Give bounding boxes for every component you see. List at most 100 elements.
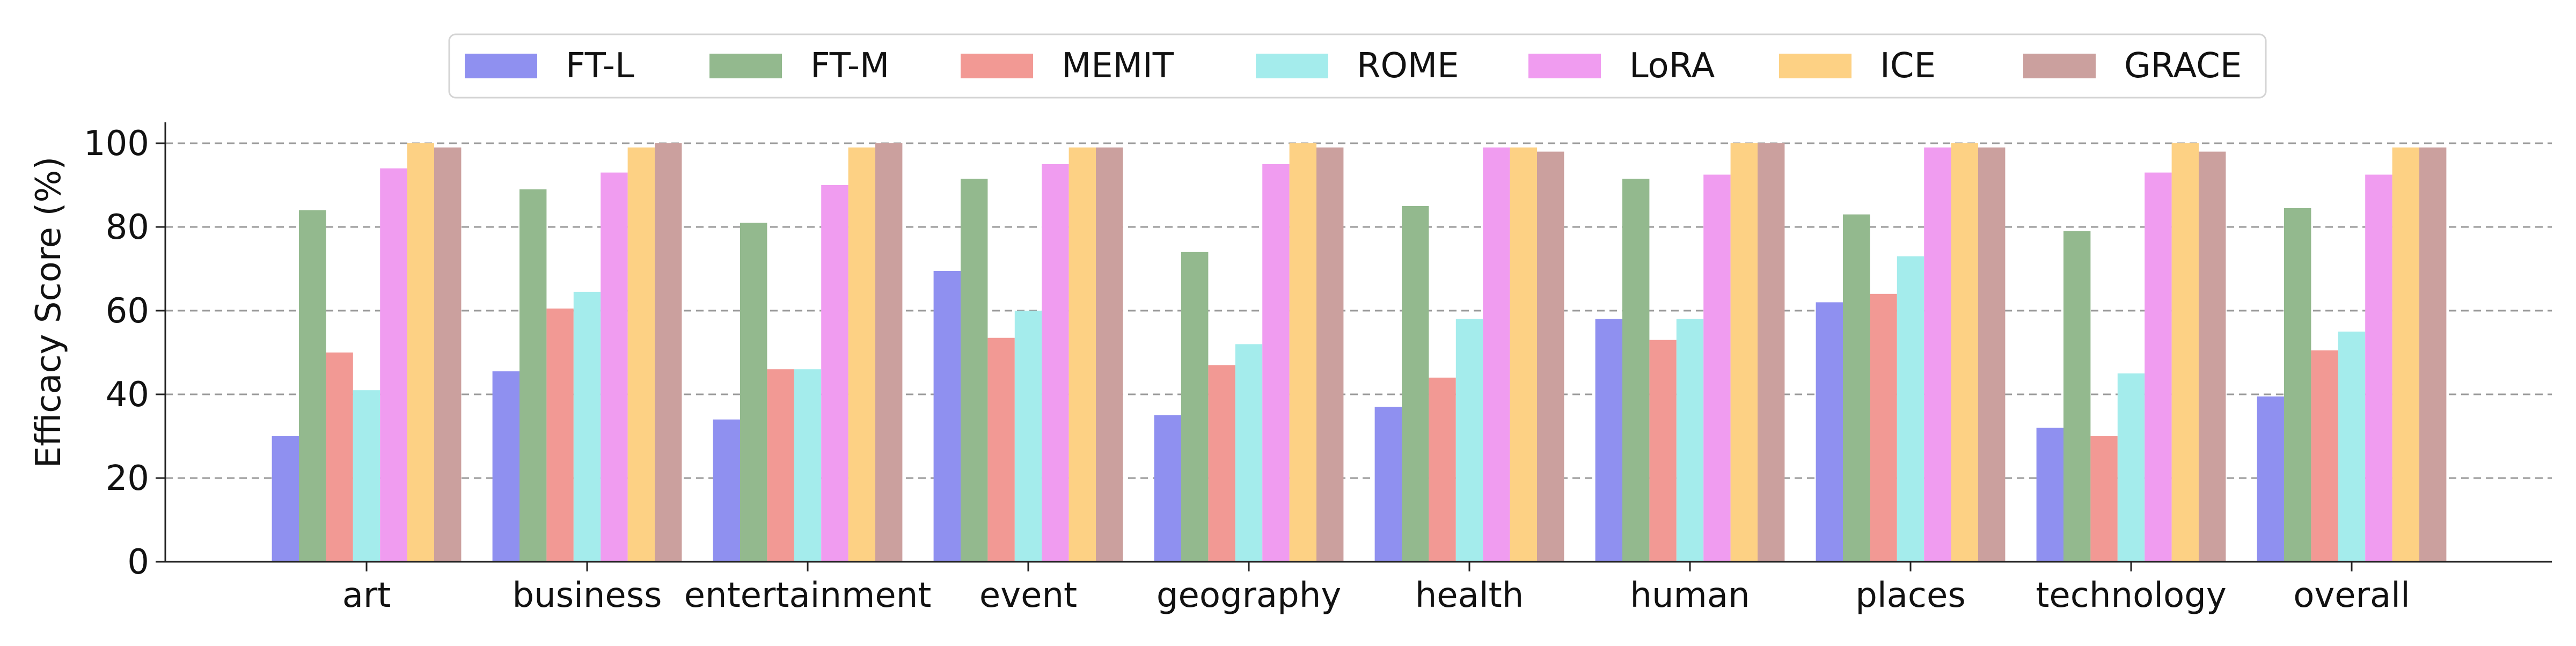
bar-grace-overall (2419, 147, 2447, 562)
bar-ft-m-geography (1181, 252, 1209, 562)
tick-labels: 0 20 40 60 80 100 art business entertainment even… (84, 124, 2410, 615)
bar-grace-health (1537, 151, 1564, 562)
bar-lora-entertainment (821, 185, 848, 562)
bar-grace-business (655, 143, 682, 562)
bar-rome-technology (2117, 373, 2145, 562)
legend: FT-L FT-M MEMIT ROME LoRA ICE GRACE (448, 33, 2267, 99)
bars (272, 143, 2447, 562)
bar-memit-places (1870, 293, 1897, 562)
y-tick-label: 60 (106, 291, 149, 331)
y-axis-label: Efficacy Score (%) (29, 157, 69, 468)
bar-ft-m-business (519, 189, 547, 562)
bar-memit-entertainment (767, 369, 794, 562)
legend-box (448, 33, 2267, 99)
legend-swatch-ice (1779, 54, 1851, 78)
bar-rome-geography (1235, 344, 1263, 562)
bar-memit-geography (1208, 365, 1235, 562)
x-tick-label-human: human (1630, 576, 1750, 615)
bar-ft-m-human (1622, 179, 1650, 562)
x-tick-label-entertainment: entertainment (684, 576, 932, 615)
bar-memit-business (546, 309, 574, 562)
legend-label-lora: LoRA (1629, 46, 1715, 86)
bar-lora-health (1483, 147, 1510, 562)
bar-memit-art (326, 353, 353, 562)
x-tick-label-health: health (1415, 576, 1524, 615)
bar-lora-overall (2365, 174, 2392, 562)
bar-rome-overall (2338, 332, 2366, 562)
legend-label-ice: ICE (1880, 46, 1936, 86)
legend-swatch-lora (1528, 54, 1601, 78)
x-tick-label-art: art (342, 576, 391, 615)
legend-label-ft-m: FT-M (810, 46, 889, 86)
bar-rome-entertainment (794, 369, 822, 562)
bar-ft-l-technology (2036, 428, 2063, 562)
axes (156, 122, 2552, 571)
legend-swatch-ft-m (709, 54, 782, 78)
x-tick-label-technology: technology (2036, 576, 2226, 615)
bar-rome-health (1455, 319, 1483, 562)
bar-rome-business (573, 291, 601, 562)
legend-swatch-grace (2023, 54, 2096, 78)
legend-swatch-memit (961, 54, 1033, 78)
bar-lora-art (380, 168, 407, 562)
bar-rome-event (1014, 311, 1042, 562)
bar-lora-business (601, 172, 628, 562)
y-tick-label: 20 (106, 459, 149, 498)
bar-ft-l-business (492, 371, 519, 562)
bar-ft-l-places (1816, 302, 1843, 562)
bar-grace-places (1978, 147, 2006, 562)
bar-ft-m-art (299, 210, 326, 562)
bar-ft-l-human (1595, 319, 1622, 562)
bar-lora-geography (1262, 164, 1290, 562)
legend-label-grace: GRACE (2124, 46, 2242, 86)
bar-rome-places (1897, 256, 1924, 562)
bar-ft-l-health (1374, 407, 1402, 562)
bar-ft-m-health (1402, 206, 1429, 562)
bar-rome-human (1676, 319, 1704, 562)
bar-ft-m-overall (2284, 208, 2311, 562)
bar-lora-technology (2145, 172, 2172, 562)
bar-ice-geography (1289, 143, 1316, 562)
bar-grace-art (434, 147, 462, 562)
bar-ice-art (407, 143, 434, 562)
bar-grace-human (1758, 143, 1785, 562)
bar-grace-technology (2199, 151, 2226, 562)
y-tick-label: 0 (127, 542, 149, 582)
bar-ft-l-art (272, 436, 299, 562)
bar-grace-geography (1316, 147, 1344, 562)
legend-label-rome: ROME (1357, 46, 1459, 86)
legend-swatch-rome (1256, 54, 1328, 78)
x-tick-label-event: event (979, 576, 1077, 615)
bar-ice-entertainment (848, 147, 875, 562)
bar-ice-health (1510, 147, 1537, 562)
legend-swatch-ft-l (465, 54, 537, 78)
bar-ft-m-entertainment (740, 223, 767, 562)
bar-ice-places (1951, 143, 1978, 562)
bar-ice-human (1730, 143, 1758, 562)
bar-ft-m-places (1843, 214, 1870, 562)
bar-ft-m-technology (2063, 231, 2091, 562)
bar-lora-human (1703, 174, 1731, 562)
bar-ice-event (1069, 147, 1096, 562)
bar-ft-l-entertainment (713, 419, 740, 562)
x-tick-label-overall: overall (2293, 576, 2410, 615)
bar-memit-human (1649, 340, 1677, 562)
bar-lora-places (1924, 147, 1951, 562)
bar-ft-l-event (933, 270, 961, 562)
bar-ft-l-overall (2257, 396, 2284, 562)
bar-memit-technology (2090, 436, 2118, 562)
bar-memit-event (987, 337, 1015, 562)
bar-ft-m-event (961, 179, 988, 562)
bar-ice-technology (2171, 143, 2199, 562)
bar-lora-event (1042, 164, 1069, 562)
x-tick-label-business: business (513, 576, 662, 615)
bar-grace-event (1096, 147, 1123, 562)
bar-ice-business (627, 147, 655, 562)
x-tick-label-geography: geography (1157, 576, 1341, 615)
bar-ft-l-geography (1154, 415, 1181, 562)
legend-label-ft-l: FT-L (566, 46, 634, 86)
y-tick-label: 100 (84, 124, 149, 164)
bar-memit-overall (2311, 350, 2338, 562)
